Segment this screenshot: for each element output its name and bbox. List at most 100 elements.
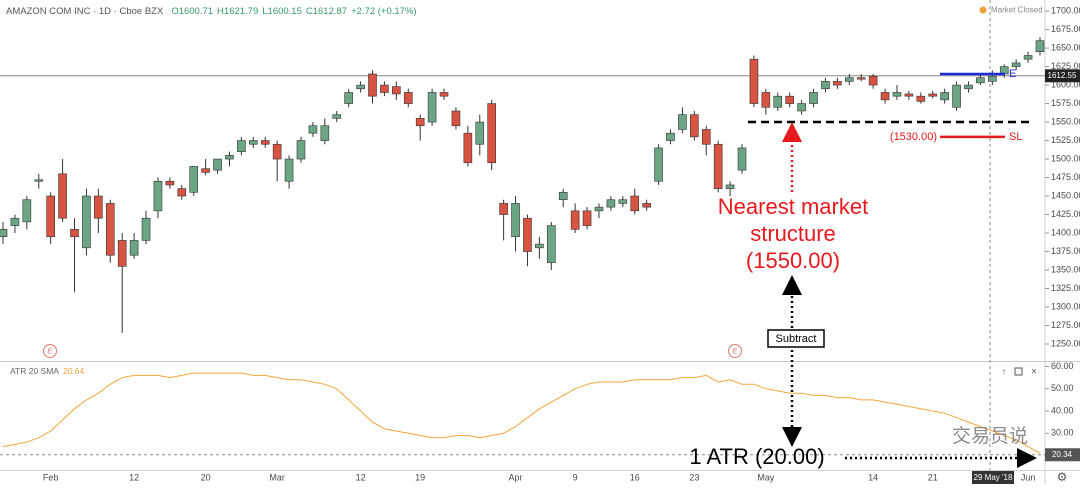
x-tick-label: May	[757, 472, 775, 482]
candle-body	[630, 195, 640, 212]
candle-body	[153, 180, 163, 212]
candle-body	[785, 95, 794, 104]
candle-body	[606, 199, 616, 208]
candle-body	[916, 95, 926, 102]
candle-body	[415, 118, 425, 127]
annotation: (1550.00)	[746, 248, 840, 273]
candle-body	[165, 180, 175, 186]
candle-body	[308, 125, 318, 134]
y-tick-label: 1275.00	[1051, 320, 1080, 330]
y-tick-label: 1550.00	[1051, 116, 1080, 126]
candle-body	[725, 184, 735, 189]
candle-body	[463, 132, 473, 164]
y-tick-label: 1450.00	[1051, 190, 1080, 200]
candle-body	[666, 132, 675, 141]
y-tick-label: 1500.00	[1051, 153, 1080, 163]
candle-body	[594, 206, 604, 212]
candle-body	[0, 229, 8, 238]
x-tick-label: Feb	[43, 472, 59, 482]
candle-body	[70, 229, 79, 238]
candle-body	[272, 143, 282, 160]
settings-button[interactable]: ⚙	[1057, 470, 1068, 484]
x-tick-label: 23	[689, 472, 699, 482]
candle-body	[380, 84, 389, 93]
y-tick-label: 60.00	[1051, 361, 1074, 371]
status-dot	[979, 6, 987, 14]
overlay-layer: E SL (1530.00) 1612.55 20.34	[748, 68, 1080, 462]
close-button[interactable]: ×	[1031, 367, 1037, 378]
earnings-label: E	[48, 348, 53, 355]
market-status: Market Closed	[991, 6, 1043, 15]
move-up-button[interactable]: ↑	[1002, 366, 1007, 376]
x-tick-label: 16	[630, 472, 640, 482]
change: +2.72 (+0.17%)	[351, 6, 417, 17]
candle-body	[129, 240, 139, 256]
candle-body	[10, 217, 20, 226]
panel-buttons[interactable]: ↑ ×	[1002, 366, 1037, 377]
candle-body	[356, 84, 365, 90]
candle-body	[201, 168, 210, 173]
candle-body	[511, 203, 520, 238]
candle-body	[1035, 40, 1045, 53]
candle-body	[546, 225, 556, 263]
candle-body	[988, 75, 997, 82]
ohlc: O1600.71	[171, 6, 213, 17]
candle-body	[392, 86, 401, 95]
candle-body	[475, 121, 485, 145]
candle-body	[296, 140, 306, 160]
candle-body	[105, 203, 115, 256]
annotation: structure	[750, 221, 836, 246]
candle-body	[499, 203, 508, 215]
candle-body	[833, 81, 842, 86]
x-tick-label: Apr	[509, 472, 523, 482]
subtract-box	[767, 329, 825, 348]
candle-body	[403, 92, 413, 104]
last-price-box	[1045, 69, 1080, 83]
y-tick-label: 1650.00	[1051, 42, 1080, 52]
y-tick-label: 1350.00	[1051, 264, 1080, 274]
last-price-label: 1612.55	[1048, 71, 1077, 80]
y-tick-label: 1475.00	[1051, 172, 1080, 182]
plot-layer: 1700.001675.001650.001625.001600.001575.…	[0, 5, 1080, 482]
candle-body	[690, 114, 699, 138]
candle-body	[570, 210, 580, 230]
y-tick-label: 1375.00	[1051, 246, 1080, 256]
candle-body	[523, 217, 532, 252]
y-tick-label: 1600.00	[1051, 79, 1080, 89]
candle-body	[439, 92, 449, 97]
last-value-box	[1045, 448, 1080, 462]
candle-body	[344, 92, 353, 104]
y-tick-label: 1250.00	[1051, 338, 1080, 348]
candle-body	[558, 192, 568, 201]
candle-body	[773, 95, 783, 108]
subtract-label: Subtract	[776, 333, 817, 345]
last-value-label: 20.34	[1052, 450, 1073, 459]
candle-body	[701, 129, 711, 145]
candle-body	[427, 92, 437, 123]
candle-body	[844, 77, 854, 82]
candle-body	[809, 92, 818, 104]
x-tick-label: 14	[868, 472, 878, 482]
earnings-label: E	[733, 348, 738, 355]
candle-body	[117, 240, 127, 267]
candle-body	[535, 243, 544, 249]
candle-body	[260, 140, 270, 145]
y-tick-label: 1300.00	[1051, 301, 1080, 311]
indicator-value: 20.64	[63, 366, 85, 376]
earnings-marker	[728, 344, 742, 358]
symbol: AMAZON COM INC · 1D · Cboe BZX	[6, 6, 164, 17]
y-tick-label: 1675.00	[1051, 24, 1080, 34]
candle-body	[964, 84, 973, 90]
cursor-date: 29 May '18	[974, 473, 1013, 482]
stop-loss-label: SL	[1009, 131, 1022, 143]
maximize-button[interactable]	[1014, 367, 1023, 376]
candle-body	[737, 147, 747, 171]
chart-title: AMAZON COM INC · 1D · Cboe BZX O1600.71 H1…	[6, 6, 417, 17]
y-tick-label: 1700.00	[1051, 5, 1080, 15]
candle-body	[880, 92, 890, 101]
candle-body	[761, 92, 771, 108]
y-tick-label: 1325.00	[1051, 283, 1080, 293]
indicator-name: ATR 20 SMA 20.64	[10, 366, 85, 376]
